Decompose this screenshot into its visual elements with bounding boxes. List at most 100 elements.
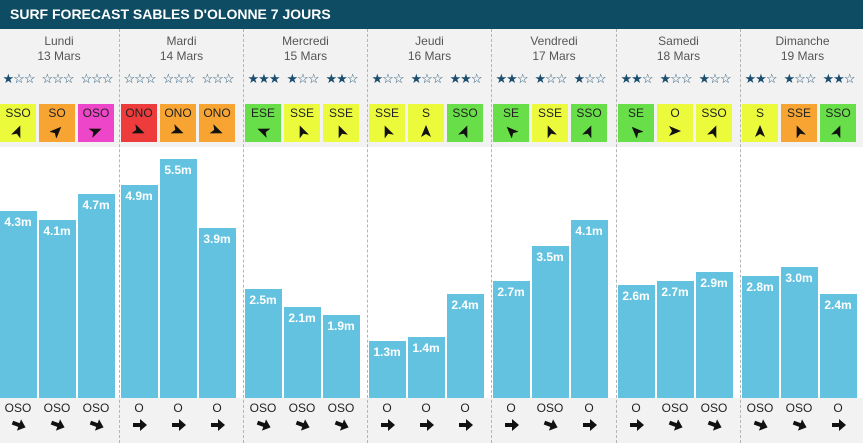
rating-stars: ★☆☆ xyxy=(698,71,732,86)
day-name: Vendredi xyxy=(530,34,578,48)
wind-direction-label: SE xyxy=(502,106,519,120)
wind-arrow-icon xyxy=(89,128,102,138)
swell-direction-label: O xyxy=(421,401,431,415)
swell-arrow-icon xyxy=(256,419,271,431)
footer-band xyxy=(0,398,863,443)
rating-stars: ☆☆☆ xyxy=(201,71,235,86)
wave-height-label: 4.7m xyxy=(82,198,110,212)
wave-height-bar xyxy=(160,159,197,398)
swell-arrow-icon xyxy=(50,419,65,431)
swell-direction-label: O xyxy=(134,401,144,415)
swell-direction-label: OSO xyxy=(4,401,32,415)
wind-indicator: SSE xyxy=(323,104,359,142)
wind-arrow-icon xyxy=(299,125,309,138)
wind-indicator: SE xyxy=(618,104,654,142)
wind-arrow-icon xyxy=(421,125,431,137)
swell-direction-label: OSO xyxy=(785,401,813,415)
wind-arrow-icon xyxy=(755,125,765,137)
swell-direction-label: O xyxy=(833,401,843,415)
rating-stars: ☆☆☆ xyxy=(80,71,114,86)
rating-stars: ★☆☆ xyxy=(659,71,693,86)
day-date: 18 Mars xyxy=(656,49,701,63)
wind-indicator: ONO xyxy=(160,104,196,142)
wind-direction-label: SSE xyxy=(537,106,562,120)
wave-height-bar xyxy=(408,337,445,398)
wave-height-label: 2.5m xyxy=(249,293,277,307)
swell-arrow-icon xyxy=(543,419,558,431)
swell-arrow-icon xyxy=(89,419,104,431)
wave-height-label: 2.4m xyxy=(824,298,852,312)
wind-direction-label: ONO xyxy=(164,106,192,120)
wind-indicator: SSE xyxy=(532,104,568,142)
day-separator xyxy=(491,29,492,443)
wave-height-label: 2.7m xyxy=(661,285,689,299)
wave-height-label: 1.9m xyxy=(327,319,355,333)
wind-direction-label: SSE xyxy=(374,106,399,120)
rating-stars: ★★★ xyxy=(247,71,281,86)
swell-arrow-icon xyxy=(133,419,147,431)
wind-arrow-icon xyxy=(669,126,681,136)
wave-height-bar xyxy=(820,294,857,398)
day-separator xyxy=(367,29,368,443)
day-separator xyxy=(616,29,617,443)
wave-height-label: 3.0m xyxy=(785,271,813,285)
rating-stars: ★☆☆ xyxy=(573,71,607,86)
swell-direction-label: OSO xyxy=(536,401,564,415)
wind-indicator: SSE xyxy=(781,104,817,142)
swell-direction-label: OSO xyxy=(746,401,774,415)
wind-direction-label: OSO xyxy=(82,106,110,120)
wave-height-bar xyxy=(742,276,779,398)
wind-arrow-icon xyxy=(257,128,270,138)
day-separator xyxy=(119,29,120,443)
wave-height-bar xyxy=(781,267,818,398)
rating-stars: ★★☆ xyxy=(744,71,778,86)
wave-height-bar xyxy=(284,307,321,398)
wave-height-label: 2.6m xyxy=(622,289,650,303)
wave-height-label: 4.3m xyxy=(4,215,32,229)
day-name: Mardi xyxy=(166,34,197,48)
wind-arrow-icon xyxy=(458,125,468,138)
wave-height-bar xyxy=(493,281,530,398)
wind-direction-label: SSO xyxy=(452,106,478,120)
swell-arrow-icon xyxy=(420,419,434,431)
swell-direction-label: O xyxy=(212,401,222,415)
wave-height-label: 4.1m xyxy=(43,224,71,238)
wave-height-bar xyxy=(78,194,115,398)
swell-direction-label: O xyxy=(506,401,516,415)
wind-arrow-icon xyxy=(547,125,557,138)
wave-height-bar xyxy=(532,246,569,398)
wind-indicator: ONO xyxy=(121,104,157,142)
wind-indicator: SO xyxy=(39,104,75,142)
wave-height-label: 1.4m xyxy=(412,341,440,355)
rating-stars: ★☆☆ xyxy=(371,71,405,86)
day-name: Mercredi xyxy=(282,34,329,48)
wind-indicator: SSO xyxy=(820,104,856,142)
rating-stars: ★☆☆ xyxy=(286,71,320,86)
rating-stars: ★★☆ xyxy=(620,71,654,86)
rating-stars: ★★☆ xyxy=(325,71,359,86)
swell-arrow-icon xyxy=(505,419,519,431)
wave-height-bar xyxy=(199,228,236,398)
wind-arrow-icon xyxy=(796,125,806,138)
swell-arrow-icon xyxy=(753,419,768,431)
wave-height-bar xyxy=(369,341,406,398)
wave-height-bar xyxy=(39,220,76,398)
wind-direction-label: S xyxy=(755,106,764,120)
rating-stars: ★☆☆ xyxy=(783,71,817,86)
wind-indicator: S xyxy=(408,104,444,142)
swell-arrow-icon xyxy=(211,419,225,431)
wind-indicator: O xyxy=(657,104,693,142)
wave-height-bar xyxy=(0,211,37,398)
day-separator xyxy=(740,29,741,443)
wind-direction-label: SO xyxy=(48,106,66,120)
swell-direction-label: O xyxy=(173,401,183,415)
swell-arrow-icon xyxy=(381,419,395,431)
wind-arrow-icon xyxy=(582,125,592,138)
swell-direction-label: OSO xyxy=(327,401,355,415)
day-name: Samedi xyxy=(658,34,699,48)
day-separator xyxy=(243,29,244,443)
swell-direction-label: O xyxy=(631,401,641,415)
wind-direction-label: SSE xyxy=(786,106,811,120)
swell-direction-label: O xyxy=(584,401,594,415)
swell-arrow-icon xyxy=(334,419,349,431)
